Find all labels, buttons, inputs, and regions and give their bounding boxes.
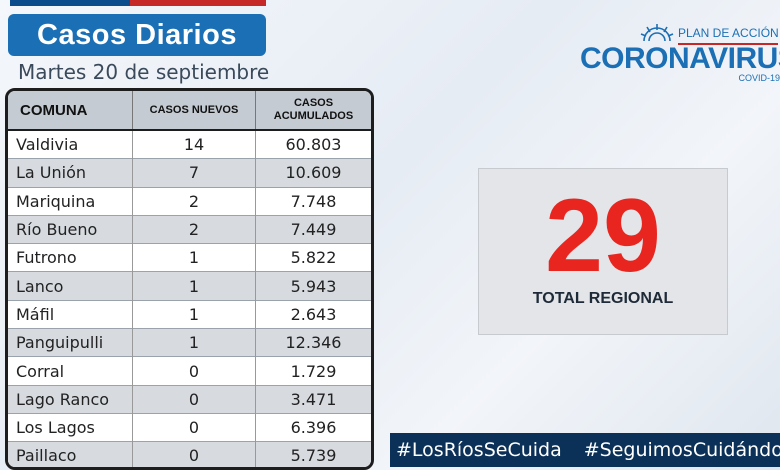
logo-plan-text: PLAN DE ACCIÓN <box>678 26 779 40</box>
table-row: Corral 0 1.729 <box>8 356 371 386</box>
table-row: Panguipulli 1 12.346 <box>8 328 371 357</box>
cell-acumulados: 12.346 <box>255 328 371 357</box>
table-row: Lago Ranco 0 3.471 <box>8 384 371 414</box>
cell-comuna: Lago Ranco <box>8 384 133 414</box>
cell-comuna: Corral <box>8 356 133 386</box>
hashtag-banner: #LosRíosSeCuida #SeguimosCuidándonos <box>390 433 780 467</box>
hashtag-seguimos: #SeguimosCuidándonos <box>583 439 780 461</box>
cell-nuevos: 1 <box>132 271 256 301</box>
report-date: Martes 20 de septiembre <box>18 60 270 84</box>
cell-nuevos: 1 <box>132 328 256 357</box>
page-title: Casos Diarios <box>8 14 266 56</box>
cell-acumulados: 6.396 <box>255 412 371 442</box>
header-acumulados-line2: ACUMULADOS <box>273 110 354 122</box>
header-casos-nuevos: CASOS NUEVOS <box>132 91 256 131</box>
table-row: Futrono 1 5.822 <box>8 243 371 272</box>
cell-acumulados: 1.729 <box>255 356 371 386</box>
sunburst-icon <box>640 24 674 42</box>
total-regional-label: TOTAL REGIONAL <box>532 290 674 307</box>
coronavirus-logo: PLAN DE ACCIÓN CORONAVIRUS COVID-19 <box>580 22 780 84</box>
total-regional-value: 29 <box>545 178 661 294</box>
cell-comuna: Futrono <box>8 243 133 272</box>
cell-acumulados: 5.739 <box>255 441 371 467</box>
cell-comuna: Los Lagos <box>8 412 133 442</box>
cell-acumulados: 3.471 <box>255 384 371 414</box>
cell-nuevos: 0 <box>132 441 256 467</box>
table-header-row: COMUNA CASOS NUEVOS CASOS ACUMULADOS <box>8 91 371 131</box>
table-row: Los Lagos 0 6.396 <box>8 412 371 442</box>
hashtag-los-rios: #LosRíosSeCuida <box>396 439 562 461</box>
cell-nuevos: 1 <box>132 243 256 272</box>
cell-nuevos: 0 <box>132 356 256 386</box>
cell-acumulados: 7.449 <box>255 214 371 244</box>
cell-nuevos: 7 <box>132 158 256 188</box>
table-row: Río Bueno 2 7.449 <box>8 214 371 244</box>
cell-acumulados: 2.643 <box>255 299 371 329</box>
cell-comuna: Mariquina <box>8 186 133 216</box>
cell-acumulados: 5.822 <box>255 243 371 272</box>
logo-name: CORONAVIRUS <box>580 42 780 75</box>
cell-comuna: La Unión <box>8 158 133 188</box>
cell-acumulados: 7.748 <box>255 186 371 216</box>
header-acumulados-line1: CASOS <box>293 97 334 109</box>
cell-acumulados: 60.803 <box>255 129 371 159</box>
cell-comuna: Lanco <box>8 271 133 301</box>
header-casos-acumulados: CASOS ACUMULADOS <box>255 91 371 131</box>
header-comuna: COMUNA <box>8 91 133 131</box>
table-row: Paillaco 0 5.739 <box>8 441 371 467</box>
cell-comuna: Máfil <box>8 299 133 329</box>
cell-comuna: Río Bueno <box>8 214 133 244</box>
logo-divider <box>678 43 778 45</box>
table-row: Lanco 1 5.943 <box>8 271 371 301</box>
cell-comuna: Valdivia <box>8 129 133 159</box>
cell-nuevos: 2 <box>132 186 256 216</box>
table-row: Máfil 1 2.643 <box>8 299 371 329</box>
cell-nuevos: 0 <box>132 412 256 442</box>
top-flag-bar <box>10 0 266 6</box>
cell-acumulados: 10.609 <box>255 158 371 188</box>
total-regional-card: 29 TOTAL REGIONAL <box>478 168 728 335</box>
cell-nuevos: 2 <box>132 214 256 244</box>
cell-nuevos: 1 <box>132 299 256 329</box>
table-row: Mariquina 2 7.748 <box>8 186 371 216</box>
table-row: Valdivia 14 60.803 <box>8 129 371 159</box>
cell-comuna: Paillaco <box>8 441 133 467</box>
table-row: La Unión 7 10.609 <box>8 158 371 188</box>
logo-subtitle: COVID-19 <box>738 73 780 83</box>
cell-nuevos: 0 <box>132 384 256 414</box>
cases-table: COMUNA CASOS NUEVOS CASOS ACUMULADOS Val… <box>5 88 374 470</box>
cell-comuna: Panguipulli <box>8 328 133 357</box>
cell-acumulados: 5.943 <box>255 271 371 301</box>
cell-nuevos: 14 <box>132 129 256 159</box>
